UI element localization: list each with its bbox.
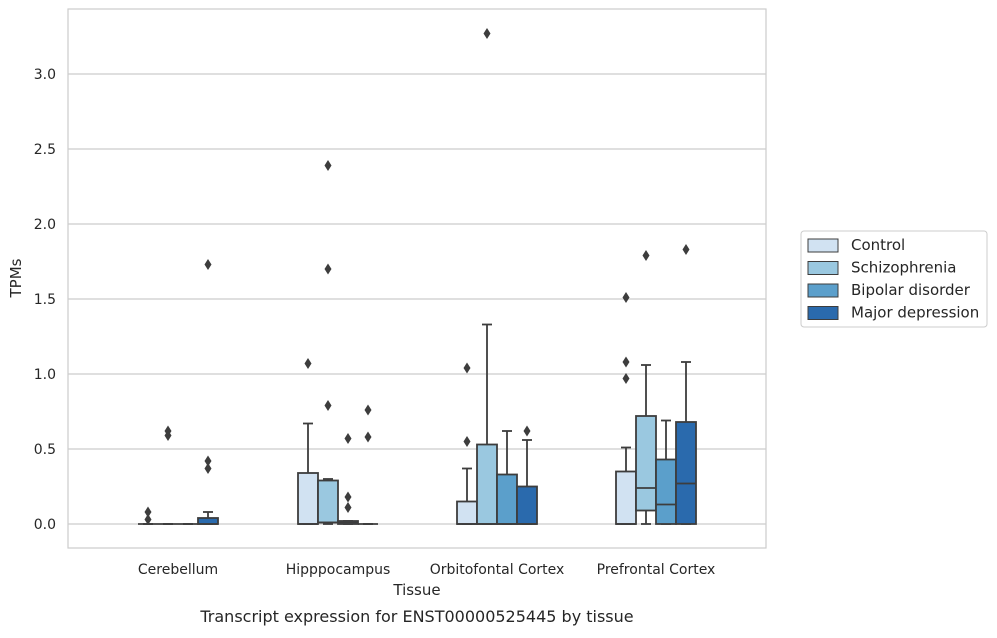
box bbox=[456, 500, 478, 525]
outlier-point bbox=[463, 436, 471, 447]
box bbox=[635, 415, 657, 512]
box-plot bbox=[516, 425, 538, 525]
legend-swatch bbox=[807, 261, 839, 275]
outlier-point bbox=[344, 491, 352, 503]
box bbox=[496, 473, 518, 525]
outlier-point bbox=[622, 373, 630, 384]
box-plot bbox=[476, 28, 498, 525]
outlier-point bbox=[622, 292, 630, 303]
legend: Control Schizophrenia Bipolar disorder Majo… bbox=[800, 230, 988, 328]
x-tick-label: Prefrontal Cortex bbox=[597, 562, 716, 578]
outlier-point bbox=[483, 28, 491, 39]
box-plot bbox=[655, 419, 677, 525]
outlier-point bbox=[204, 259, 212, 270]
outlier-point bbox=[364, 404, 372, 416]
legend-label: Schizophrenia bbox=[851, 259, 956, 277]
chart-caption: Transcript expression for ENST0000052544… bbox=[199, 607, 633, 626]
box bbox=[476, 443, 498, 525]
outlier-point bbox=[204, 455, 212, 467]
outlier-point bbox=[164, 425, 172, 437]
x-axis-ticks: Cerebellum Hipppocampus Orbitofontal Corte… bbox=[138, 562, 715, 578]
x-axis-label: Tissue bbox=[392, 581, 440, 599]
box-plot bbox=[358, 404, 378, 525]
legend-frame bbox=[800, 230, 988, 328]
y-axis-label: TPMs bbox=[7, 258, 25, 298]
box-plot bbox=[317, 160, 339, 525]
x-tick-label: Hipppocampus bbox=[286, 562, 391, 578]
box-plot bbox=[158, 425, 178, 525]
outlier-point bbox=[463, 362, 471, 374]
plot-frame bbox=[67, 8, 767, 549]
box bbox=[516, 485, 538, 525]
box-plots bbox=[138, 28, 697, 525]
box-plot bbox=[635, 250, 657, 525]
y-tick-label: 3.0 bbox=[34, 67, 56, 83]
legend-label: Control bbox=[851, 236, 905, 254]
legend-label: Major depression bbox=[851, 304, 979, 322]
outlier-point bbox=[144, 506, 152, 518]
outlier-point bbox=[344, 433, 352, 444]
outlier-point bbox=[324, 160, 332, 171]
outlier-point bbox=[204, 463, 212, 474]
box bbox=[655, 458, 677, 525]
outlier-point bbox=[324, 400, 332, 411]
box-plot bbox=[675, 244, 697, 525]
y-tick-label: 0.5 bbox=[34, 442, 56, 458]
box-plot bbox=[337, 433, 359, 525]
y-axis-ticks: 0.0 0.5 1.0 1.5 2.0 2.5 3.0 bbox=[34, 67, 56, 533]
outlier-point bbox=[523, 425, 531, 437]
outlier-point bbox=[144, 514, 152, 525]
legend-swatch bbox=[807, 238, 839, 253]
legend-label: Bipolar disorder bbox=[851, 281, 971, 299]
box bbox=[317, 479, 339, 524]
box-plot bbox=[615, 292, 637, 525]
outlier-point bbox=[304, 358, 312, 369]
outlier-point bbox=[682, 244, 690, 255]
y-tick-label: 1.0 bbox=[34, 367, 56, 383]
box bbox=[297, 472, 319, 525]
outlier-point bbox=[344, 502, 352, 513]
outlier-point bbox=[364, 431, 372, 443]
x-tick-label: Orbitofontal Cortex bbox=[430, 562, 565, 578]
box-plot bbox=[138, 506, 158, 525]
y-tick-label: 2.0 bbox=[34, 217, 56, 233]
y-tick-label: 1.5 bbox=[34, 292, 56, 308]
outlier-point bbox=[642, 250, 650, 261]
box bbox=[615, 470, 637, 525]
box-plot bbox=[197, 259, 219, 525]
y-tick-label: 2.5 bbox=[34, 142, 56, 158]
outlier-point bbox=[324, 263, 332, 275]
legend-swatch bbox=[807, 283, 839, 298]
x-tick-label: Cerebellum bbox=[138, 562, 218, 578]
y-tick-label: 0.0 bbox=[34, 517, 56, 533]
outlier-point bbox=[622, 356, 630, 368]
box bbox=[675, 421, 697, 525]
legend-swatch bbox=[807, 306, 839, 320]
